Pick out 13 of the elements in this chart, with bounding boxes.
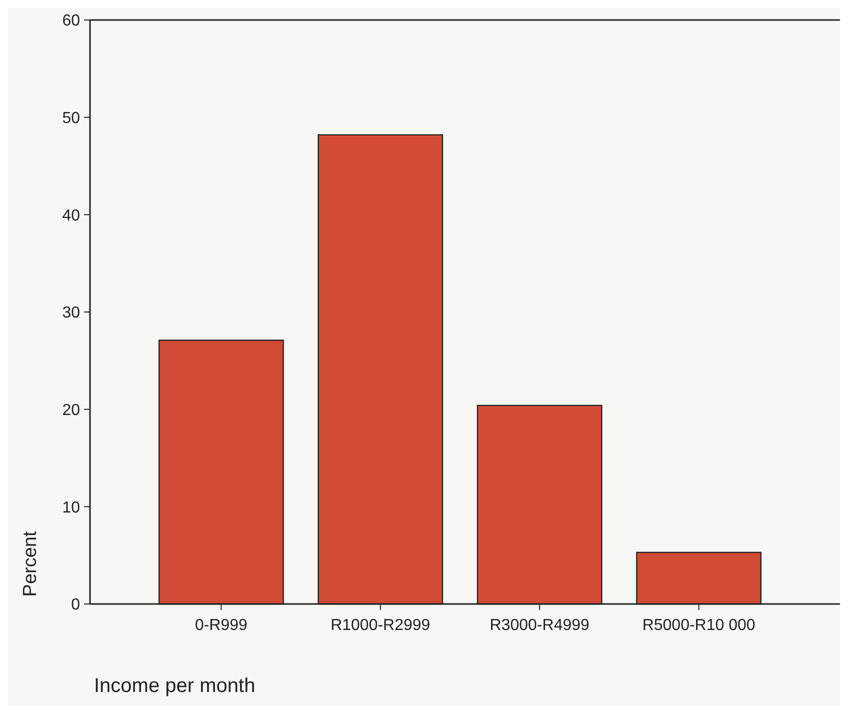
y-axis-title: Percent — [20, 530, 41, 597]
x-axis-title: Income per month — [94, 675, 256, 697]
y-tick-label: 10 — [62, 499, 80, 516]
y-tick-label: 20 — [62, 402, 80, 419]
x-tick-label: R1000-R2999 — [330, 617, 430, 634]
y-tick-label: 40 — [62, 207, 80, 224]
x-tick-label: 0-R999 — [194, 617, 248, 634]
y-tick-label: 0 — [71, 596, 80, 614]
x-tick-label: R3000-R4999 — [490, 617, 590, 634]
y-tick-label: 50 — [62, 110, 80, 127]
y-tick-label: 30 — [62, 304, 80, 322]
y-tick-label: 60 — [62, 12, 80, 30]
x-tick-label: R5000-R10 000 — [642, 617, 756, 634]
